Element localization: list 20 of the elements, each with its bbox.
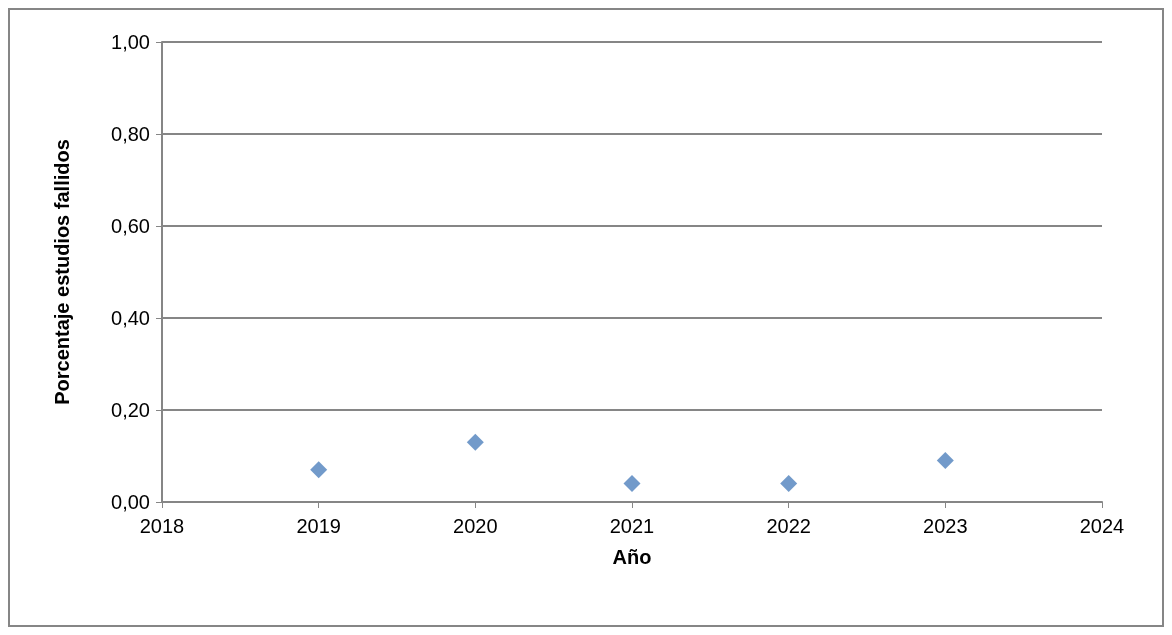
y-tick-label: 1,00	[111, 31, 150, 53]
y-tick-label: 0,80	[111, 123, 150, 145]
x-tick-label: 2021	[609, 515, 655, 537]
y-tick-label: 0,60	[111, 215, 150, 237]
x-tick-label: 2023	[923, 515, 968, 537]
point	[936, 452, 954, 470]
y-tick-label: 0,20	[111, 399, 150, 421]
point	[780, 475, 798, 493]
x-tick-label: 2020	[453, 515, 498, 537]
point	[623, 475, 641, 493]
y-axis-title: Porcentaje estudios fallidos	[51, 139, 73, 405]
x-axis-title: Año	[612, 546, 652, 568]
x-tick-label: 2024	[1079, 515, 1125, 537]
point	[310, 461, 328, 479]
x-tick-label: 2019	[296, 515, 341, 537]
x-tick-label: 2022	[766, 515, 811, 537]
y-tick-label: 0,40	[111, 307, 150, 329]
point	[466, 433, 484, 451]
x-tick-label: 2018	[139, 515, 185, 537]
y-tick-label: 0,00	[111, 491, 150, 513]
